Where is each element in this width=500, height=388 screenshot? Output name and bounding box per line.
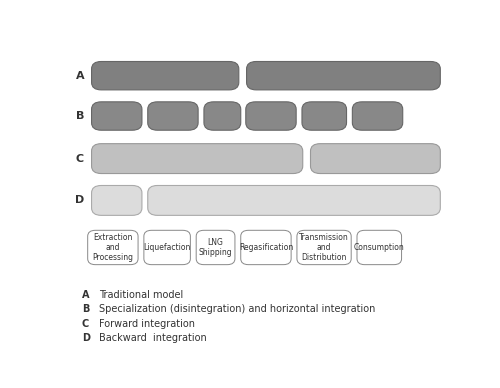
FancyBboxPatch shape [148,102,198,130]
Text: B: B [76,111,84,121]
Text: A: A [76,71,84,81]
FancyBboxPatch shape [92,61,239,90]
Text: Extraction
and
Processing: Extraction and Processing [92,232,134,262]
Text: Liquefaction: Liquefaction [144,243,191,252]
FancyBboxPatch shape [241,230,291,265]
FancyBboxPatch shape [357,230,402,265]
Text: D: D [82,333,90,343]
FancyBboxPatch shape [302,102,346,130]
FancyBboxPatch shape [297,230,351,265]
FancyBboxPatch shape [310,144,440,173]
FancyBboxPatch shape [196,230,235,265]
FancyBboxPatch shape [246,102,296,130]
FancyBboxPatch shape [88,230,138,265]
Text: Backward  integration: Backward integration [100,333,207,343]
Text: C: C [82,319,89,329]
Text: LNG
Shipping: LNG Shipping [198,238,232,257]
Text: Transmission
and
Distribution: Transmission and Distribution [299,232,349,262]
Text: Specialization (disintegration) and horizontal integration: Specialization (disintegration) and hori… [100,305,376,314]
FancyBboxPatch shape [148,185,440,215]
FancyBboxPatch shape [204,102,241,130]
Text: B: B [82,305,89,314]
Text: Consumption: Consumption [354,243,405,252]
Text: Traditional model: Traditional model [100,290,184,300]
Text: D: D [76,196,84,205]
FancyBboxPatch shape [92,102,142,130]
FancyBboxPatch shape [92,144,303,173]
Text: Regasification: Regasification [239,243,293,252]
Text: Forward integration: Forward integration [100,319,196,329]
Text: C: C [76,154,84,164]
FancyBboxPatch shape [92,185,142,215]
Text: A: A [82,290,90,300]
FancyBboxPatch shape [352,102,403,130]
FancyBboxPatch shape [144,230,190,265]
FancyBboxPatch shape [246,61,440,90]
